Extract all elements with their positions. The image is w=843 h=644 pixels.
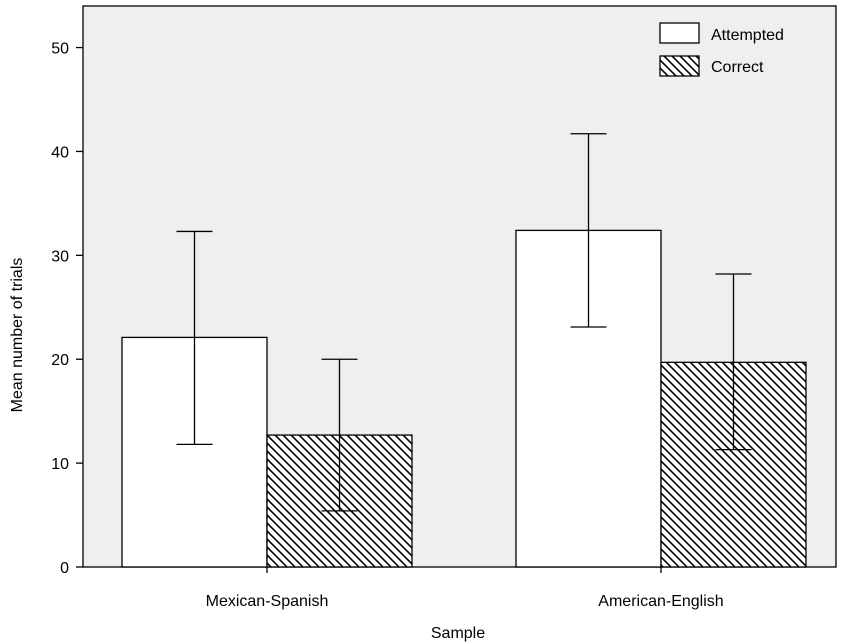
x-tick-label: Mexican-Spanish [206, 593, 329, 610]
y-tick-label: 50 [51, 41, 69, 58]
legend-swatch-attempted [659, 22, 700, 44]
x-axis-title: Sample [431, 625, 485, 642]
legend-swatch-correct [659, 55, 700, 77]
bars-layer [121, 133, 807, 568]
y-tick-label: 30 [51, 248, 69, 265]
y-tick-label: 0 [60, 560, 69, 577]
y-tick-label: 20 [51, 352, 69, 369]
x-tick-label: American-English [598, 593, 723, 610]
y-tick-label: 40 [51, 144, 69, 161]
legend-label-correct: Correct [711, 59, 764, 76]
legend-label-attempted: Attempted [711, 27, 784, 44]
y-axis-title: Mean number of trials [9, 258, 26, 413]
y-tick-label: 10 [51, 456, 69, 473]
legend: Attempted Correct [659, 22, 784, 77]
axis-layer: Mexican-Spanish American-English 0 10 20 30 40… [51, 41, 723, 610]
